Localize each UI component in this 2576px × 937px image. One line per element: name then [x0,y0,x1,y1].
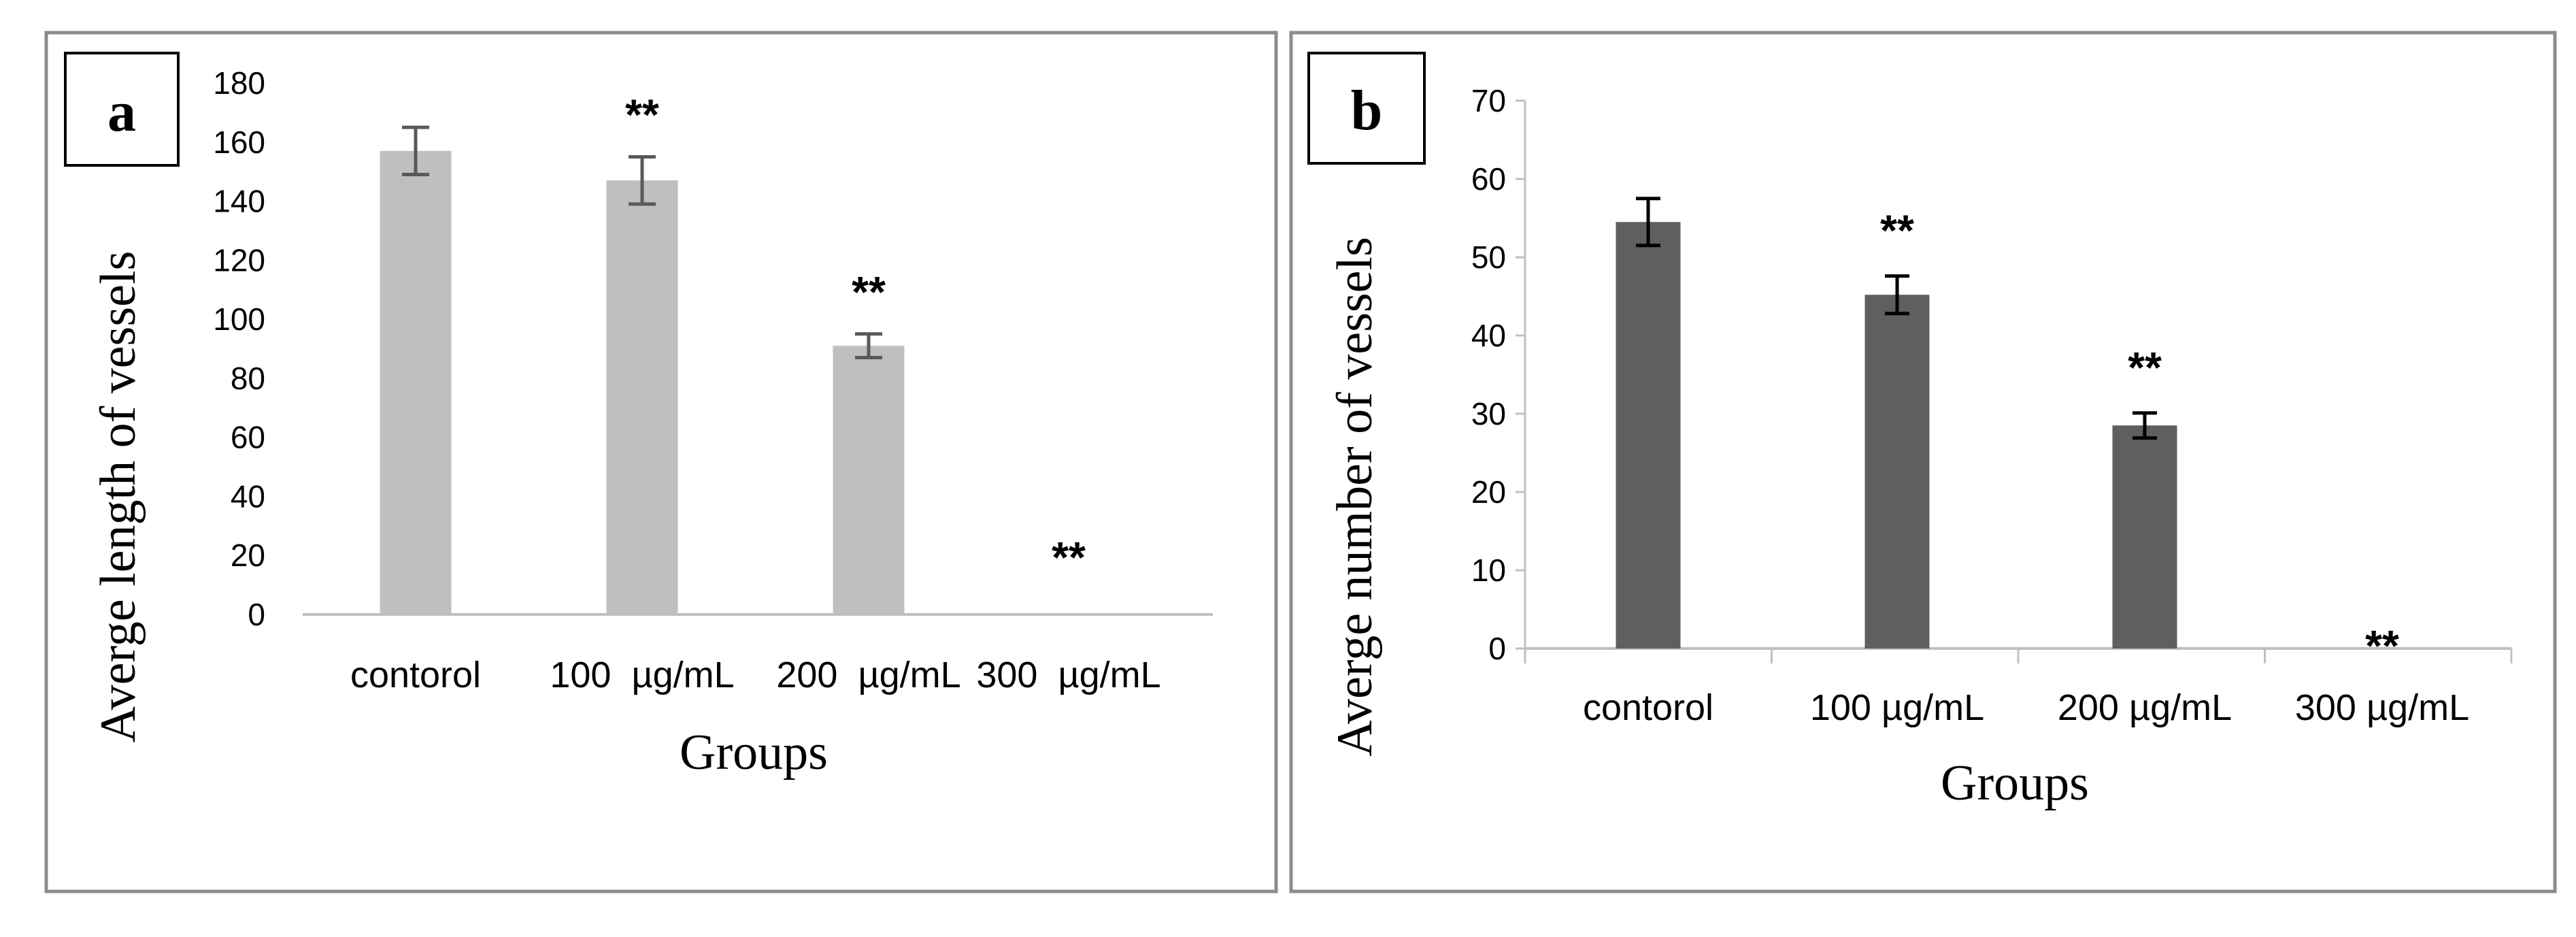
x-category-label: 100 µg/mL [1810,687,1984,728]
x-category-label: 300 µg/mL [976,655,1160,695]
y-tick-label: 0 [1488,631,1506,666]
bar [1616,222,1681,648]
panel-b-plot: 0 10 20 30 40 50 60 70 contorol ** 100 µg/mL ** 200 … [1471,83,2513,728]
y-tick-label: 0 [248,597,265,632]
x-category-label: 200 µg/mL [2058,687,2232,728]
significance-marker: ** [2128,343,2162,392]
significance-marker: ** [1052,533,1086,582]
bar [2112,425,2177,648]
panel-b-xlabel: Groups [1941,755,2089,811]
bar [606,180,678,614]
y-tick-label: 10 [1471,553,1506,588]
panel-a-plot: 0 20 40 60 80 100 120 140 160 180 contorol ** 100 µg… [213,65,1213,695]
panel-b-ylabel: Averge number of vessels [1327,237,1383,757]
panel-b-label-box [1307,52,1426,165]
y-tick-label: 30 [1471,396,1506,431]
panel-b-label: b [1351,79,1383,142]
y-tick-label: 20 [1471,474,1506,510]
y-tick-label: 60 [1471,161,1506,197]
panel-a-ylabel: Averge length of vessels [90,251,146,743]
y-tick-label: 120 [213,242,265,278]
bar [833,346,905,614]
x-category-label: 300 µg/mL [2295,687,2469,728]
significance-marker: ** [1880,206,1914,255]
bar [1864,295,1930,648]
y-tick-label: 20 [231,538,265,573]
y-tick-label: 50 [1471,240,1506,275]
x-category-label: 200 µg/mL [776,655,960,695]
x-category-label: contorol [1583,687,1713,728]
y-tick-label: 40 [1471,318,1506,353]
y-tick-label: 40 [231,478,265,514]
x-category-label: 100 µg/mL [550,655,734,695]
panel-a-label-box [64,52,180,167]
y-tick-label: 160 [213,125,265,160]
y-tick-label: 70 [1471,83,1506,118]
significance-marker: ** [2365,621,2399,670]
y-tick-label: 140 [213,184,265,219]
panel-a-xlabel: Groups [680,725,828,780]
x-category-label: contorol [350,655,481,695]
y-tick-label: 80 [231,361,265,396]
significance-marker: ** [625,90,659,139]
y-tick-label: 100 [213,301,265,337]
panel-a-label: a [107,80,136,144]
bar [380,150,452,615]
y-tick-label: 60 [231,420,265,455]
y-tick-label: 180 [213,65,265,101]
significance-marker: ** [852,267,886,316]
